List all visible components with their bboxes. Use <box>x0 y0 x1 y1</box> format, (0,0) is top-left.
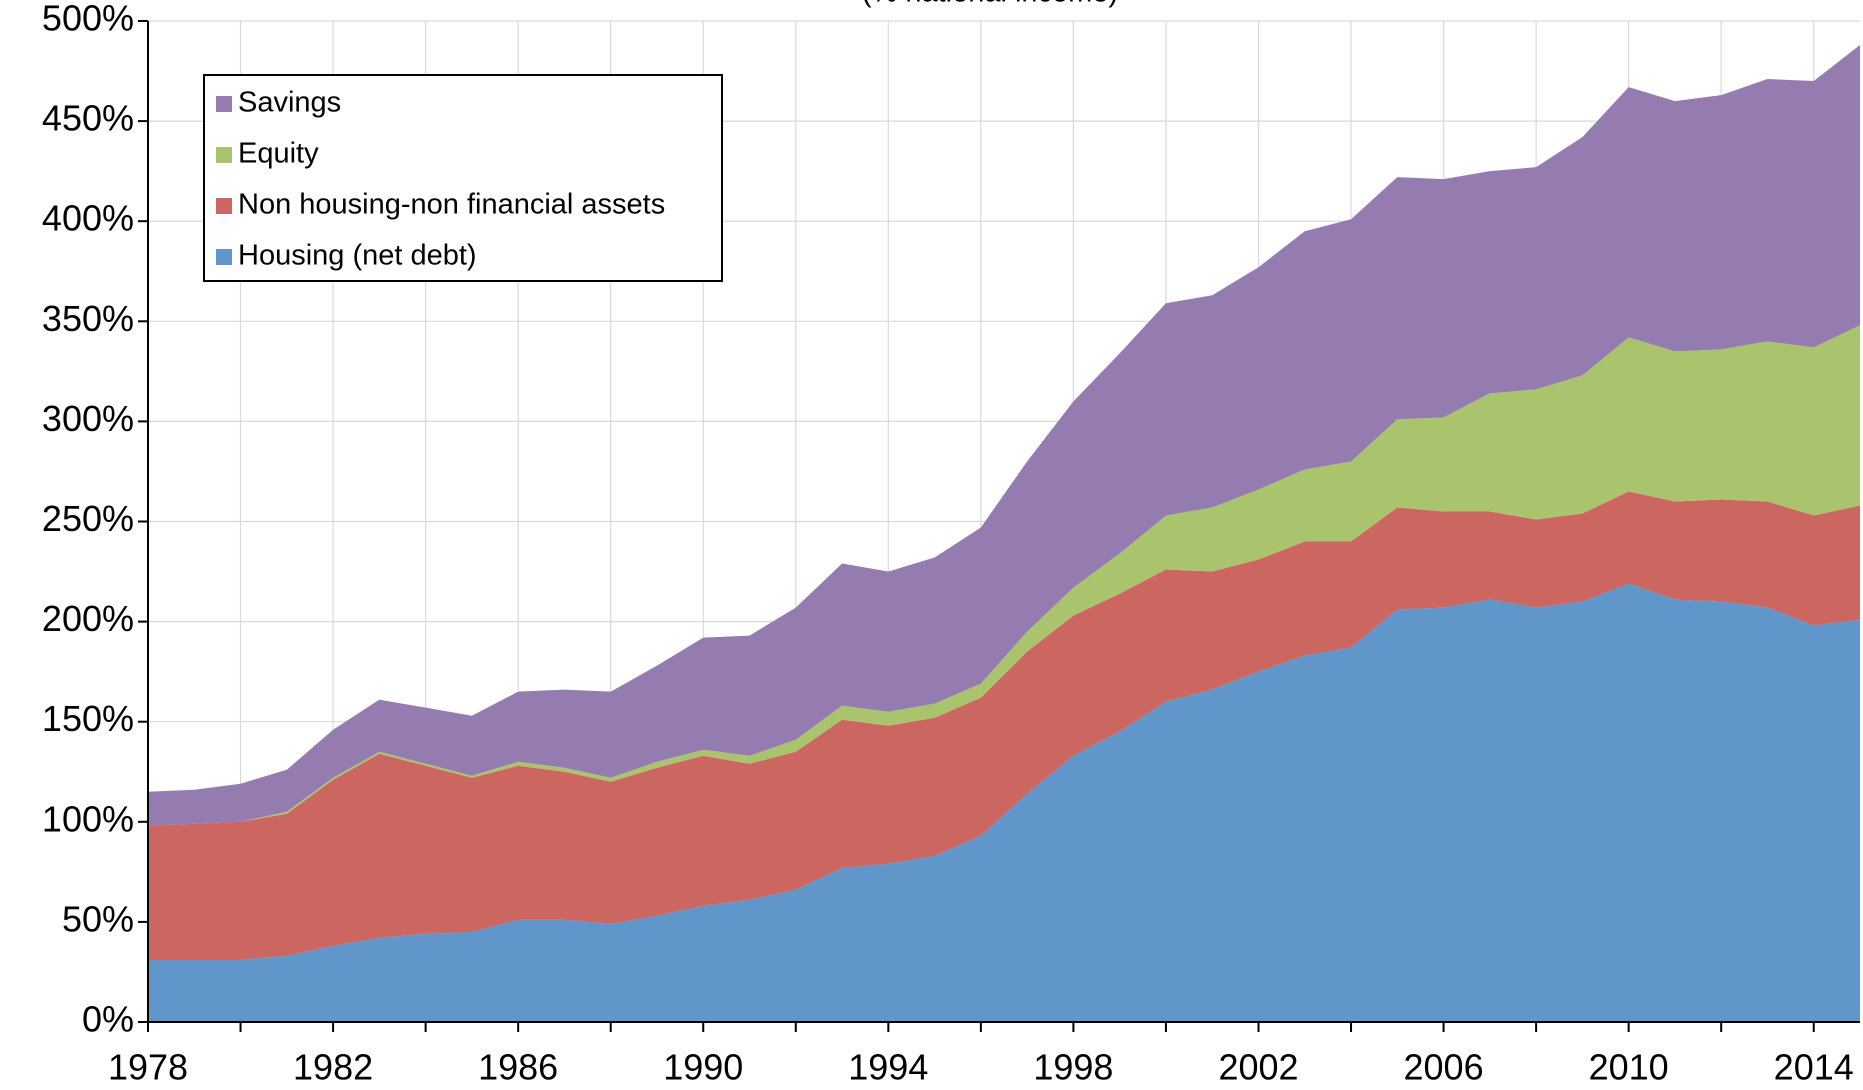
y-tick-label: 100% <box>42 798 134 839</box>
y-tick-label: 450% <box>42 98 134 139</box>
legend: Savings Equity Non housing-non financial a… <box>203 74 723 282</box>
y-tick-label: 350% <box>42 298 134 339</box>
x-tick-label: 1990 <box>663 1047 743 1088</box>
y-tick-label: 0% <box>82 999 134 1040</box>
areas <box>148 45 1860 1022</box>
legend-box <box>203 74 723 282</box>
area <box>148 325 1860 826</box>
y-tick-label: 500% <box>42 0 134 39</box>
y-tick-label: 250% <box>42 498 134 539</box>
x-tick-label: 2002 <box>1218 1047 1298 1088</box>
y-tick-label: 300% <box>42 398 134 439</box>
y-tick-label: 150% <box>42 698 134 739</box>
y-tick-label: 200% <box>42 598 134 639</box>
legend-label: Housing (net debt) <box>238 240 477 272</box>
x-tick-label: 2010 <box>1589 1047 1669 1088</box>
legend-swatch <box>216 147 232 163</box>
area <box>148 45 1860 826</box>
axes: 0% 50% 100% 150% 200% 250% 300% 350% 400% 450% 500… <box>42 0 1860 1088</box>
y-tick-label: 50% <box>62 898 134 939</box>
legend-swatch <box>216 198 232 214</box>
legend-swatch <box>216 249 232 265</box>
legend-swatch <box>216 96 232 112</box>
y-tick-label: 400% <box>42 198 134 239</box>
x-tick-label: 1986 <box>478 1047 558 1088</box>
x-tick-label: 1982 <box>293 1047 373 1088</box>
x-tick-label: 2014 <box>1774 1047 1854 1088</box>
area <box>148 491 1860 960</box>
area <box>148 583 1860 1022</box>
legend-label: Non housing-non financial assets <box>238 189 665 221</box>
x-tick-label: 1978 <box>108 1047 188 1088</box>
legend-label: Savings <box>238 87 341 119</box>
x-tick-label: 1994 <box>848 1047 928 1088</box>
chart-subtitle: (% national income) <box>862 0 1118 9</box>
legend-label: Equity <box>238 138 319 170</box>
x-tick-label: 2006 <box>1404 1047 1484 1088</box>
x-tick-label: 1998 <box>1033 1047 1113 1088</box>
